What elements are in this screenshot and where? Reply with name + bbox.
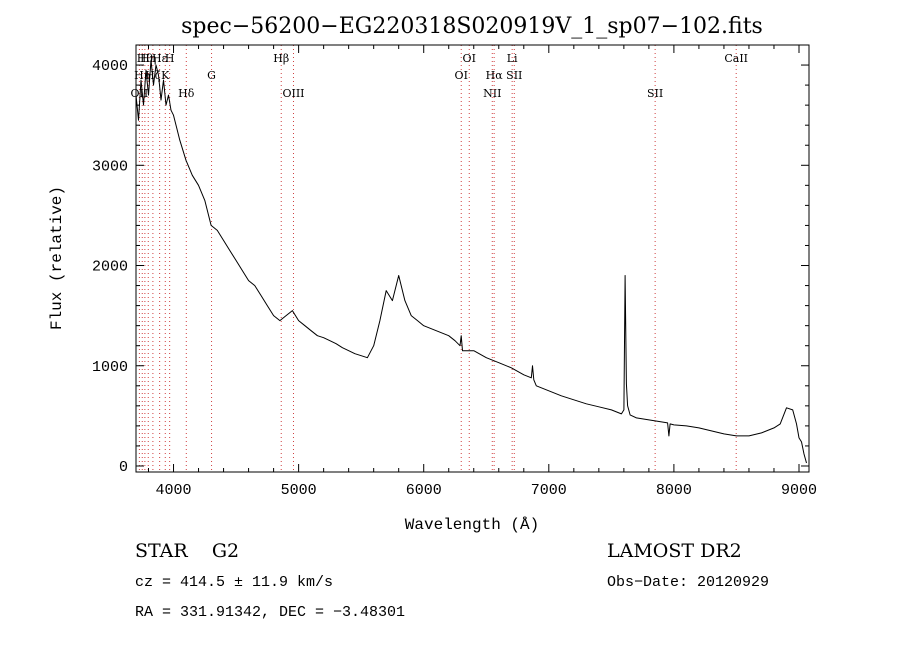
observation-date: Obs−Date: 20120929 <box>607 574 770 591</box>
object-class: STAR <box>135 540 188 562</box>
line-marker-label-6: K <box>161 69 170 82</box>
line-marker-label-5: Hε <box>152 52 168 65</box>
y-axis-label: Flux (relative) <box>48 186 66 330</box>
line-marker-label-12: OI <box>455 69 468 82</box>
x-tick-label-2: 6000 <box>406 482 442 499</box>
line-marker-label-16: Li <box>507 52 518 65</box>
line-marker-label-14: NII <box>483 87 501 100</box>
line-marker-label-15: Hα <box>486 69 504 82</box>
line-marker-label-11: OIII <box>282 87 304 100</box>
object-classification: STAR G2 <box>135 540 239 562</box>
object-subclass: G2 <box>211 540 240 562</box>
coordinates: RA = 331.91342, DEC = −3.48301 <box>135 604 406 621</box>
x-axis-label: Wavelength (Å) <box>405 516 539 534</box>
x-tick-label-3: 7000 <box>531 482 567 499</box>
redshift-velocity: cz = 414.5 ± 11.9 km/s <box>135 574 334 591</box>
y-tick-label-3: 3000 <box>92 158 128 175</box>
chart-title: spec−56200−EG220318S020919V_1_sp07−102.f… <box>181 14 763 39</box>
y-tick-label-1: 1000 <box>92 359 128 376</box>
y-tick-label-0: 0 <box>119 459 128 476</box>
line-marker-label-10: Hβ <box>273 52 289 65</box>
x-tick-label-4: 8000 <box>656 482 692 499</box>
series-line-flux <box>135 59 807 464</box>
x-tick-label-5: 9000 <box>781 482 817 499</box>
x-tick-label-1: 5000 <box>281 482 317 499</box>
line-marker-label-8: Hδ <box>178 87 195 100</box>
line-marker-label-0: OII <box>131 87 149 100</box>
axes: 4000 5000 6000 7000 8000 9000 0 1000 2000 3000 400… <box>92 45 817 499</box>
line-marker-label-17: SII <box>506 69 522 82</box>
line-marker-label-19: CaII <box>724 52 748 65</box>
flux-series <box>135 59 807 464</box>
y-tick-label-2: 2000 <box>92 259 128 276</box>
line-marker-label-2: Hθ <box>137 52 154 65</box>
line-marker-label-9: G <box>207 69 216 82</box>
line-marker-label-3: Hη <box>140 52 156 65</box>
line-marker-label-13: OI <box>463 52 476 65</box>
plot-frame <box>135 44 810 473</box>
line-marker-label-7: H <box>165 52 175 65</box>
survey-name: LAMOST DR2 <box>607 540 742 562</box>
y-tick-label-4: 4000 <box>92 58 128 75</box>
spectral-line-markers: OIIHηHθHηHζHεKHHδGHβOIIIOIOINIIHαLiSIISI… <box>131 45 748 472</box>
x-tick-label-0: 4000 <box>156 482 192 499</box>
line-marker-label-18: SII <box>647 87 663 100</box>
